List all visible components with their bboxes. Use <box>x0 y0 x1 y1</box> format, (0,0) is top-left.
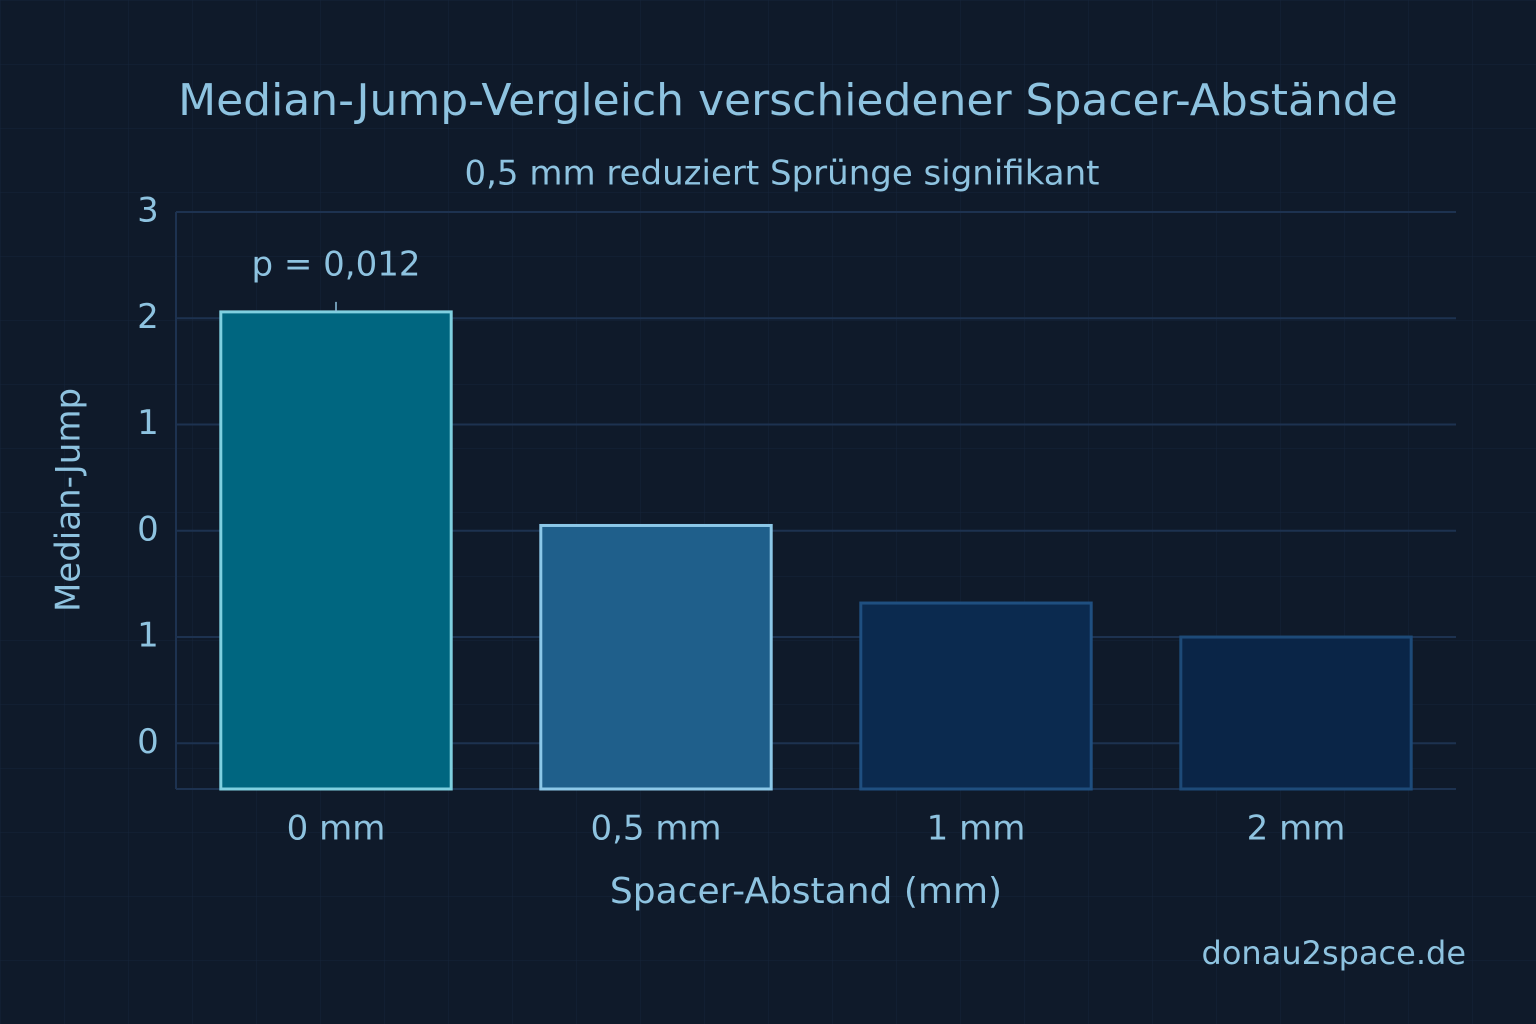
chart-title: Median-Jump-Vergleich verschiedener Spac… <box>178 75 1398 126</box>
x-tick-label: 0 mm <box>287 809 386 849</box>
y-tick-label: 3 <box>137 191 159 231</box>
annotation: p = 0,012 <box>251 245 420 285</box>
y-axis-label: Median-Jump <box>49 388 89 612</box>
x-tick-label: 0,5 mm <box>590 809 721 849</box>
y-tick-label: 1 <box>137 403 159 443</box>
bar <box>219 310 453 791</box>
bar <box>1179 635 1413 791</box>
chart-subtitle: 0,5 mm reduziert Sprünge signifikant <box>464 154 1099 194</box>
y-tick-label: 0 <box>137 509 159 549</box>
x-tick-label: 1 mm <box>927 809 1026 849</box>
y-tick-label: 1 <box>137 616 159 656</box>
y-tick-label: 2 <box>137 297 159 337</box>
watermark: donau2space.de <box>1202 934 1466 972</box>
bar <box>539 523 773 791</box>
y-tick-label: 0 <box>137 722 159 762</box>
x-axis-label: Spacer-Abstand (mm) <box>610 871 1002 912</box>
x-tick-label: 2 mm <box>1247 809 1346 849</box>
bar <box>859 601 1093 791</box>
